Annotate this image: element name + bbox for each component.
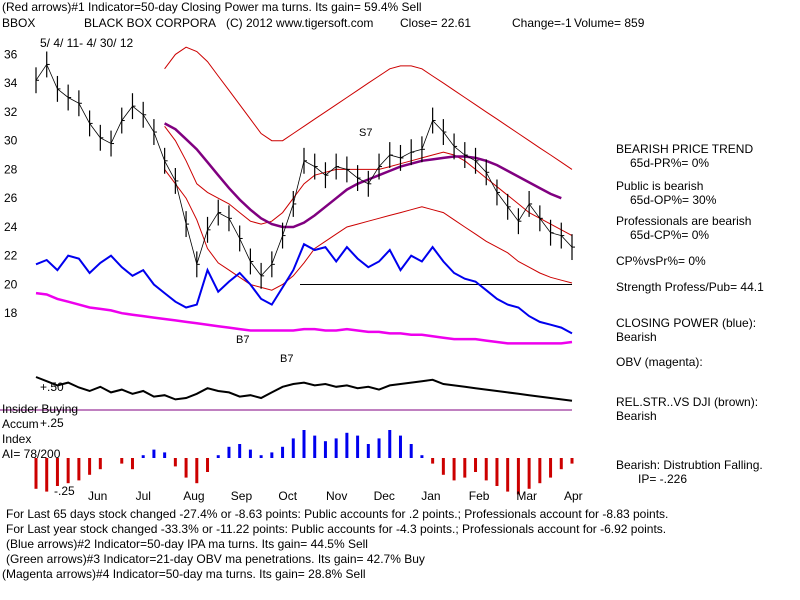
header-line1: (Red arrows)#1 Indicator=50-day Closing … <box>2 0 422 14</box>
month-label-jan: Jan <box>421 489 440 503</box>
company-name: BLACK BOX CORPORA <box>84 16 217 30</box>
closing-power-line <box>35 242 573 335</box>
y-tick-22: 22 <box>4 249 18 263</box>
insider-buying-label: Insider Buying <box>2 402 79 416</box>
closing-power-status: Bearish <box>616 330 657 344</box>
y-tick-32: 32 <box>4 105 18 119</box>
month-label-jul: Jul <box>136 489 151 503</box>
b7-signal-2: B7 <box>280 353 294 365</box>
month-label-nov: Nov <box>326 489 347 503</box>
strength-value: Strength Profess/Pub= 44.1 <box>616 280 764 294</box>
ai-scale-minus25: -.25 <box>54 484 75 498</box>
cp-vs-pr: CP%vsPr%= 0% <box>616 254 706 268</box>
distribution-status: Bearish: Distrubtion Falling. <box>616 458 763 472</box>
band-upper-line <box>164 46 573 170</box>
month-label-aug: Aug <box>183 489 204 503</box>
copyright: (C) 2012 www.tigersoft.com <box>226 16 374 30</box>
band-mid-line <box>164 126 573 237</box>
y-tick-30: 30 <box>4 134 18 148</box>
ticker: BBOX <box>2 16 36 30</box>
y-tick-26: 26 <box>4 191 18 205</box>
cp-value: 65d-CP%= 0% <box>630 228 710 242</box>
relstr-status: Bearish <box>616 409 657 423</box>
band-lower-line <box>164 169 573 291</box>
obv-line <box>35 291 573 345</box>
month-label-dec: Dec <box>374 489 395 503</box>
y-tick-36: 36 <box>4 47 18 61</box>
change-value: Change=-1 <box>512 16 572 30</box>
b7-signal-1: B7 <box>236 334 250 346</box>
y-tick-20: 20 <box>4 277 18 291</box>
y-tick-24: 24 <box>4 220 18 234</box>
accum-label: Accum <box>2 417 39 431</box>
professionals-status: Professionals are bearish <box>616 214 752 228</box>
month-label-feb: Feb <box>469 489 490 503</box>
close-value: Close= 22.61 <box>400 16 472 30</box>
relstr-label: REL.STR..VS DJI (brown): <box>616 395 759 409</box>
y-tick-34: 34 <box>4 76 18 90</box>
obv-label: OBV (magenta): <box>616 355 703 369</box>
s7-signal: S7 <box>359 127 373 139</box>
ip-value: IP= -.226 <box>638 472 688 486</box>
month-label-oct: Oct <box>278 489 297 503</box>
price-close-line <box>35 63 573 277</box>
index-label: Index <box>2 432 32 446</box>
y-tick-28: 28 <box>4 162 18 176</box>
pr-value: 65d-PR%= 0% <box>630 156 710 170</box>
y-tick-18: 18 <box>4 306 18 320</box>
footer-line5: (Magenta arrows)#4 Indicator=50-day ma t… <box>2 567 366 581</box>
date-range: 5/ 4/ 11- 4/ 30/ 12 <box>40 36 134 50</box>
closing-power-label: CLOSING POWER (blue): <box>616 316 757 330</box>
ai-value: AI= 78/200 <box>2 447 61 461</box>
month-label-mar: Mar <box>516 489 537 503</box>
month-label-apr: Apr <box>564 489 583 503</box>
obv-scale-plus25: +.25 <box>40 416 64 430</box>
obv-scale-plus50: +.50 <box>40 380 64 394</box>
public-status: Public is bearish <box>616 179 704 193</box>
month-label-sep: Sep <box>231 489 253 503</box>
trend-title: BEARISH PRICE TREND <box>616 142 754 156</box>
footer-line2: For Last year stock changed -33.3% or -1… <box>6 522 667 536</box>
relstr-line <box>35 376 573 402</box>
month-label-jun: Jun <box>88 489 107 503</box>
ma50-line <box>164 122 562 229</box>
footer-line3: (Blue arrows)#2 Indicator=50-day IPA ma … <box>6 537 368 551</box>
op-value: 65d-OP%= 30% <box>630 193 717 207</box>
footer-line4: (Green arrows)#3 Indicator=21-day OBV ma… <box>6 552 425 566</box>
footer-line1: For Last 65 days stock changed -27.4% or… <box>6 507 669 521</box>
volume-value: Volume= 859 <box>574 16 645 30</box>
